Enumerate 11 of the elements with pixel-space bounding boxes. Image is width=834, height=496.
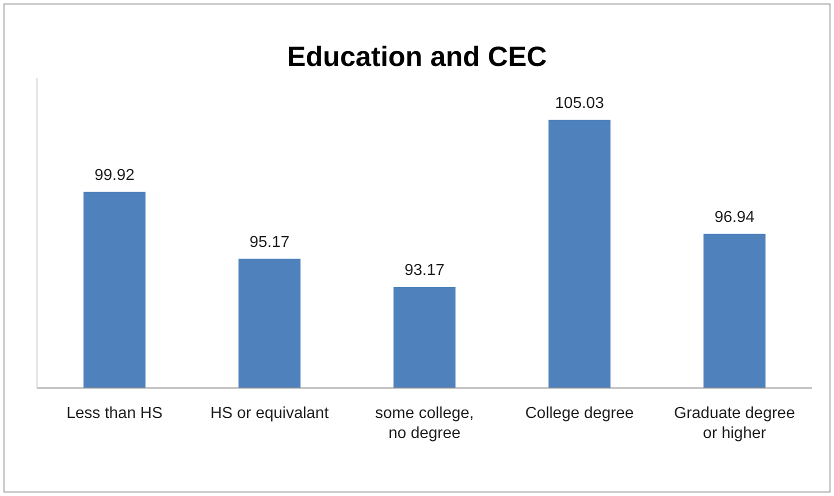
- x-tick-label: Less than HS: [66, 405, 163, 422]
- x-tick-label: some college, no degree: [375, 405, 474, 442]
- x-tick-label: College degree: [525, 405, 634, 422]
- x-tick-label: HS or equivalant: [210, 405, 330, 422]
- data-label: 105.03: [555, 94, 604, 112]
- chart-title: Education and CEC: [287, 41, 547, 72]
- x-tick-label: Graduate degree or higher: [674, 405, 796, 442]
- data-label: 95.17: [249, 234, 290, 251]
- data-label: 93.17: [404, 262, 445, 279]
- data-label: 96.94: [714, 208, 755, 226]
- data-label: 99.92: [94, 166, 135, 184]
